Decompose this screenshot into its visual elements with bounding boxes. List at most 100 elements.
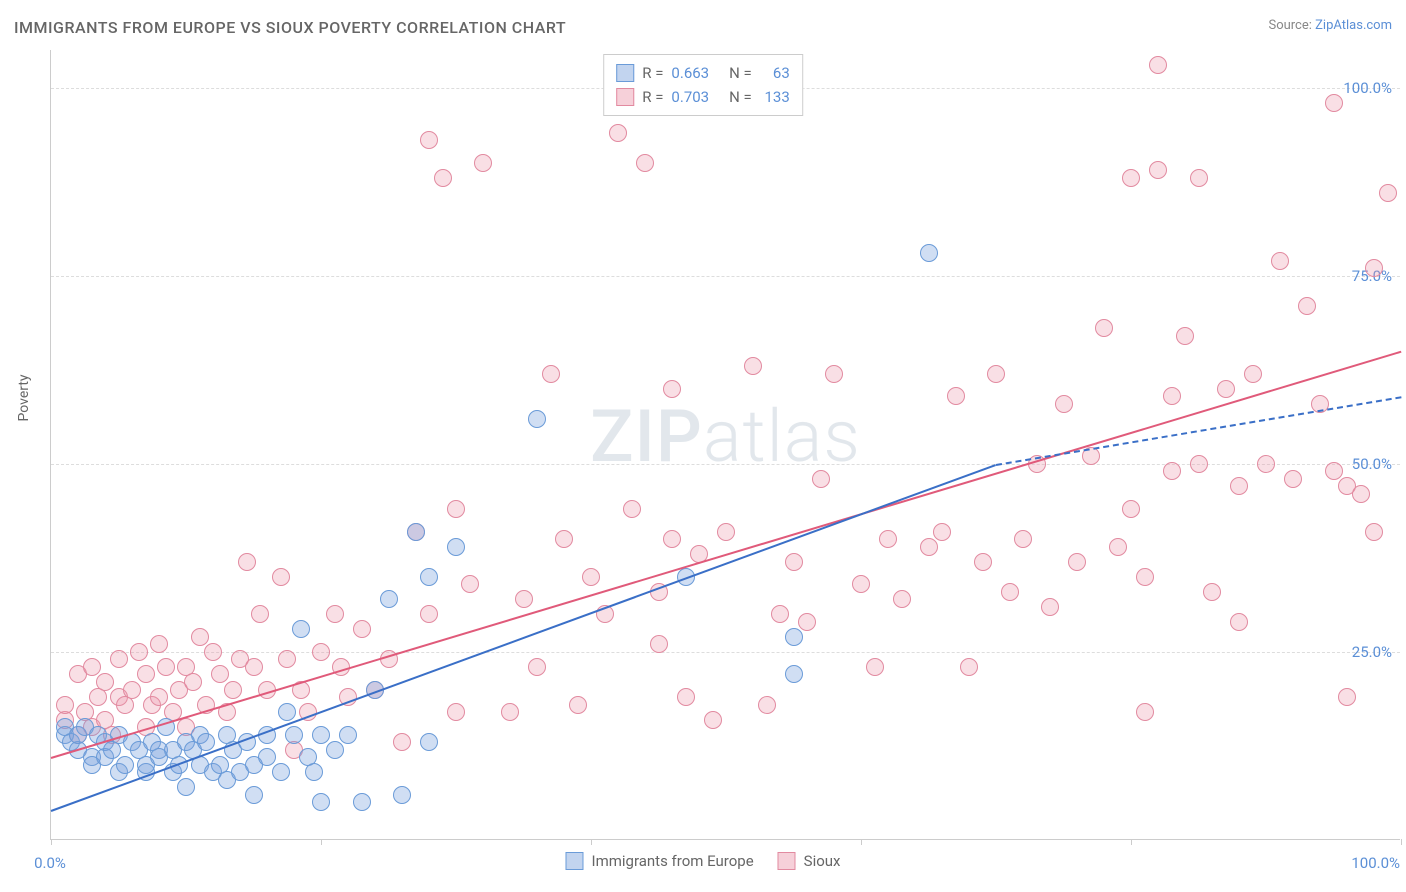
bottom-legend: Immigrants from Europe Sioux — [565, 852, 840, 870]
chart-container: IMMIGRANTS FROM EUROPE VS SIOUX POVERTY … — [0, 0, 1406, 892]
bottom-swatch-blue — [565, 852, 583, 870]
scatter-point-blue — [305, 763, 323, 781]
plot-area: ZIPatlas 25.0%50.0%75.0%100.0% — [50, 50, 1400, 840]
scatter-point-blue — [528, 410, 546, 428]
scatter-point-pink — [157, 658, 175, 676]
scatter-point-pink — [1041, 598, 1059, 616]
scatter-point-pink — [130, 643, 148, 661]
scatter-point-pink — [501, 703, 519, 721]
chart-title: IMMIGRANTS FROM EUROPE VS SIOUX POVERTY … — [14, 18, 566, 37]
scatter-point-pink — [184, 673, 202, 691]
scatter-point-blue — [312, 793, 330, 811]
scatter-point-pink — [528, 658, 546, 676]
scatter-point-pink — [704, 711, 722, 729]
scatter-point-blue — [353, 793, 371, 811]
scatter-point-pink — [56, 696, 74, 714]
scatter-point-blue — [197, 733, 215, 751]
scatter-point-pink — [1095, 319, 1113, 337]
gridline — [51, 276, 1400, 277]
legend-swatch-blue — [616, 64, 634, 82]
scatter-point-blue — [785, 665, 803, 683]
y-tick-label: 25.0% — [1352, 643, 1392, 661]
x-tick-label-left: 0.0% — [34, 854, 66, 872]
scatter-point-pink — [1230, 613, 1248, 631]
scatter-point-pink — [1190, 455, 1208, 473]
source-link[interactable]: ZipAtlas.com — [1315, 18, 1392, 33]
scatter-point-pink — [191, 628, 209, 646]
scatter-point-blue — [393, 786, 411, 804]
scatter-point-pink — [1284, 470, 1302, 488]
scatter-point-blue — [920, 244, 938, 262]
scatter-point-pink — [447, 500, 465, 518]
scatter-point-pink — [1001, 583, 1019, 601]
scatter-point-pink — [1352, 485, 1370, 503]
scatter-point-pink — [677, 688, 695, 706]
x-tick-label-right: 100.0% — [1351, 854, 1400, 872]
scatter-point-pink — [623, 500, 641, 518]
scatter-point-pink — [1163, 462, 1181, 480]
scatter-point-blue — [258, 748, 276, 766]
scatter-point-pink — [1176, 327, 1194, 345]
scatter-point-pink — [1122, 500, 1140, 518]
source-label: Source: ZipAtlas.com — [1268, 18, 1392, 33]
scatter-point-pink — [1203, 583, 1221, 601]
scatter-point-pink — [582, 568, 600, 586]
scatter-point-pink — [960, 658, 978, 676]
scatter-point-pink — [1136, 568, 1154, 586]
scatter-point-pink — [650, 635, 668, 653]
scatter-point-pink — [1217, 380, 1235, 398]
scatter-point-pink — [326, 605, 344, 623]
scatter-point-pink — [1365, 523, 1383, 541]
scatter-point-blue — [420, 733, 438, 751]
scatter-point-blue — [116, 756, 134, 774]
bottom-legend-item-1: Immigrants from Europe — [565, 852, 753, 870]
y-tick-label: 100.0% — [1343, 79, 1392, 97]
scatter-point-pink — [798, 613, 816, 631]
y-tick-label: 50.0% — [1352, 455, 1392, 473]
scatter-point-pink — [251, 605, 269, 623]
scatter-point-pink — [1163, 387, 1181, 405]
scatter-point-pink — [110, 650, 128, 668]
scatter-point-pink — [278, 650, 296, 668]
scatter-point-pink — [744, 357, 762, 375]
scatter-point-blue — [447, 538, 465, 556]
scatter-point-blue — [278, 703, 296, 721]
scatter-point-pink — [211, 665, 229, 683]
scatter-point-pink — [312, 643, 330, 661]
scatter-point-pink — [663, 530, 681, 548]
scatter-point-pink — [150, 688, 168, 706]
scatter-point-pink — [1055, 395, 1073, 413]
x-tick — [861, 839, 862, 845]
x-tick — [51, 839, 52, 845]
watermark: ZIPatlas — [590, 394, 861, 479]
y-axis-label: Poverty — [16, 374, 32, 421]
scatter-point-pink — [974, 553, 992, 571]
scatter-point-pink — [636, 154, 654, 172]
scatter-point-blue — [272, 763, 290, 781]
scatter-point-blue — [407, 523, 425, 541]
scatter-point-pink — [1365, 259, 1383, 277]
scatter-point-pink — [461, 575, 479, 593]
legend-row-2: R = 0.703 N = 133 — [616, 85, 790, 109]
scatter-point-pink — [1271, 252, 1289, 270]
scatter-point-pink — [717, 523, 735, 541]
scatter-point-pink — [825, 365, 843, 383]
gridline — [51, 652, 1400, 653]
scatter-point-pink — [224, 681, 242, 699]
scatter-point-pink — [542, 365, 560, 383]
scatter-point-pink — [1068, 553, 1086, 571]
x-tick — [321, 839, 322, 845]
scatter-point-pink — [812, 470, 830, 488]
scatter-point-pink — [893, 590, 911, 608]
scatter-point-pink — [758, 696, 776, 714]
scatter-point-pink — [245, 658, 263, 676]
scatter-point-pink — [771, 605, 789, 623]
scatter-point-pink — [474, 154, 492, 172]
scatter-point-blue — [339, 726, 357, 744]
scatter-point-pink — [447, 703, 465, 721]
scatter-point-blue — [177, 778, 195, 796]
scatter-point-pink — [879, 530, 897, 548]
scatter-point-pink — [393, 733, 411, 751]
x-tick — [591, 839, 592, 845]
legend-row-1: R = 0.663 N = 63 — [616, 61, 790, 85]
